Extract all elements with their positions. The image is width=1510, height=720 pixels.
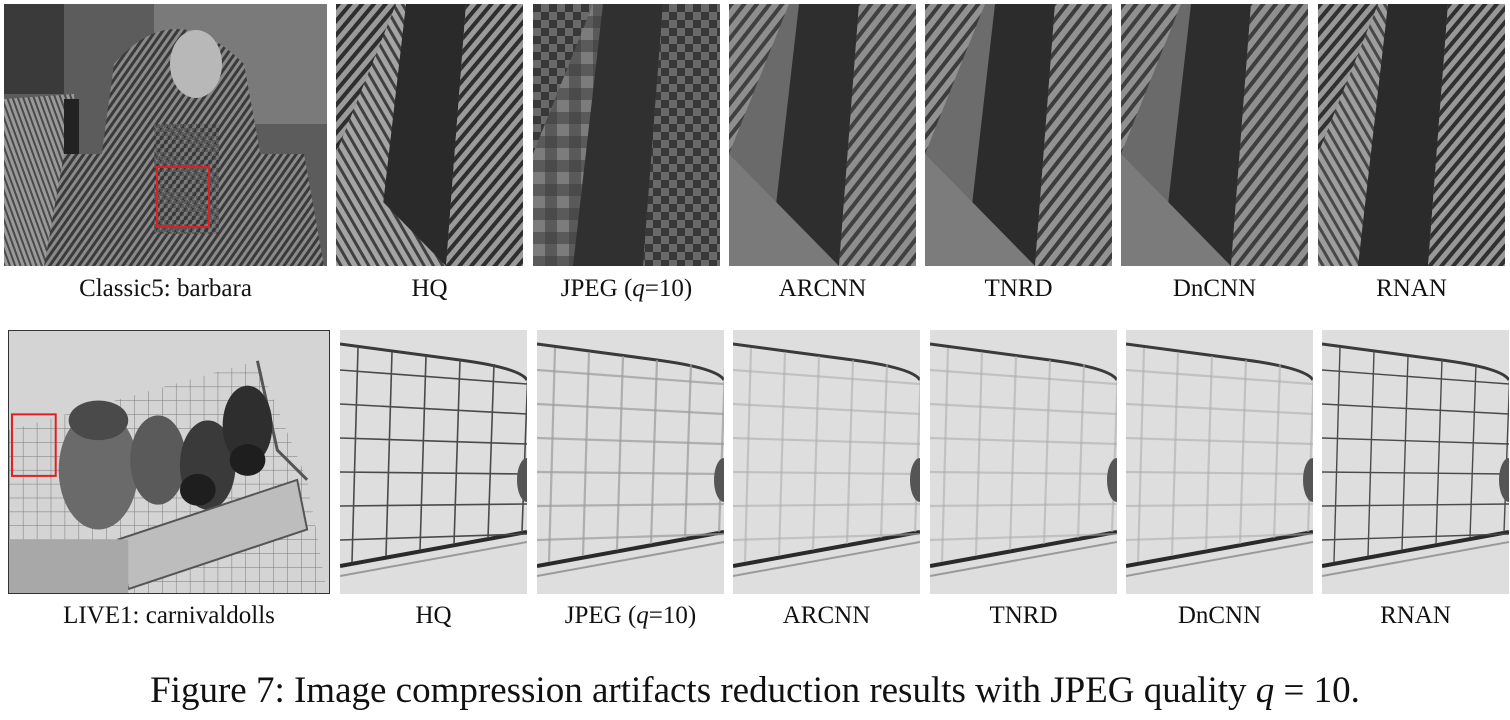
figure-caption: Figure 7: Image compression artifacts re… (150, 670, 1360, 711)
barbara-crop-dncnn (1121, 4, 1308, 266)
carnivaldolls-crop-arcnn (733, 330, 920, 594)
barbara-label-dncnn: DnCNN (1172, 275, 1257, 302)
carnivaldolls-crop-dncnn (1126, 330, 1313, 594)
carnivaldolls-roi-box (10, 413, 57, 477)
carnivaldolls-label-arcnn: ARCNN (782, 602, 871, 629)
carnivaldolls-label-dncnn: DnCNN (1177, 602, 1262, 629)
barbara-source-image (4, 4, 327, 266)
barbara-label-rnan: RNAN (1376, 275, 1447, 302)
barbara-crop-arcnn (729, 4, 916, 266)
carnivaldolls-label-hq: HQ (415, 602, 452, 629)
carnivaldolls-source-label: LIVE1: carnivaldolls (63, 602, 275, 629)
barbara-crop-hq (336, 4, 523, 266)
barbara-crop-jpeg (533, 4, 720, 266)
carnivaldolls-label-jpeg: JPEG (q=10) (564, 602, 697, 629)
barbara-roi-box (156, 166, 210, 228)
carnivaldolls-crop-jpeg (537, 330, 724, 594)
barbara-label-tnrd: TNRD (984, 275, 1053, 302)
carnivaldolls-crop-rnan (1322, 330, 1509, 594)
carnivaldolls-label-rnan: RNAN (1380, 602, 1451, 629)
barbara-crop-rnan (1318, 4, 1505, 266)
carnivaldolls-source-image (8, 330, 330, 594)
carnivaldolls-label-tnrd: TNRD (989, 602, 1058, 629)
barbara-label-hq: HQ (411, 275, 448, 302)
carnivaldolls-crop-hq (340, 330, 527, 594)
carnivaldolls-crop-tnrd (930, 330, 1117, 594)
barbara-label-arcnn: ARCNN (778, 275, 867, 302)
barbara-crop-tnrd (925, 4, 1112, 266)
barbara-label-jpeg: JPEG (q=10) (560, 275, 693, 302)
barbara-source-label: Classic5: barbara (79, 275, 252, 302)
